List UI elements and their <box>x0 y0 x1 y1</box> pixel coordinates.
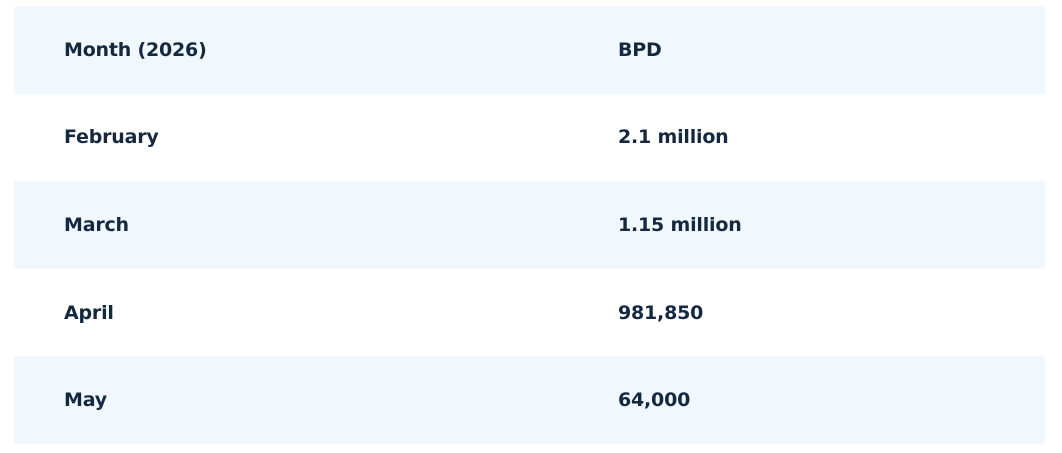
header-bpd: BPD <box>618 38 662 61</box>
cell-month: April <box>64 301 114 324</box>
table-row: April 981,850 <box>14 268 1045 357</box>
table-header-row: Month (2026) BPD <box>14 6 1045 94</box>
header-month: Month (2026) <box>64 38 207 61</box>
cell-bpd: 1.15 million <box>618 213 742 236</box>
table-row: February 2.1 million <box>14 93 1045 182</box>
data-table-container: Month (2026) BPD February 2.1 million Ma… <box>14 6 1045 444</box>
cell-bpd: 981,850 <box>618 301 704 324</box>
cell-month: March <box>64 213 129 236</box>
table-row: May 64,000 <box>14 356 1045 444</box>
table-row: March 1.15 million <box>14 181 1045 269</box>
cell-month: February <box>64 126 159 149</box>
data-table: Month (2026) BPD February 2.1 million Ma… <box>14 6 1045 444</box>
cell-bpd: 2.1 million <box>618 126 729 149</box>
cell-month: May <box>64 389 107 412</box>
cell-bpd: 64,000 <box>618 389 691 412</box>
